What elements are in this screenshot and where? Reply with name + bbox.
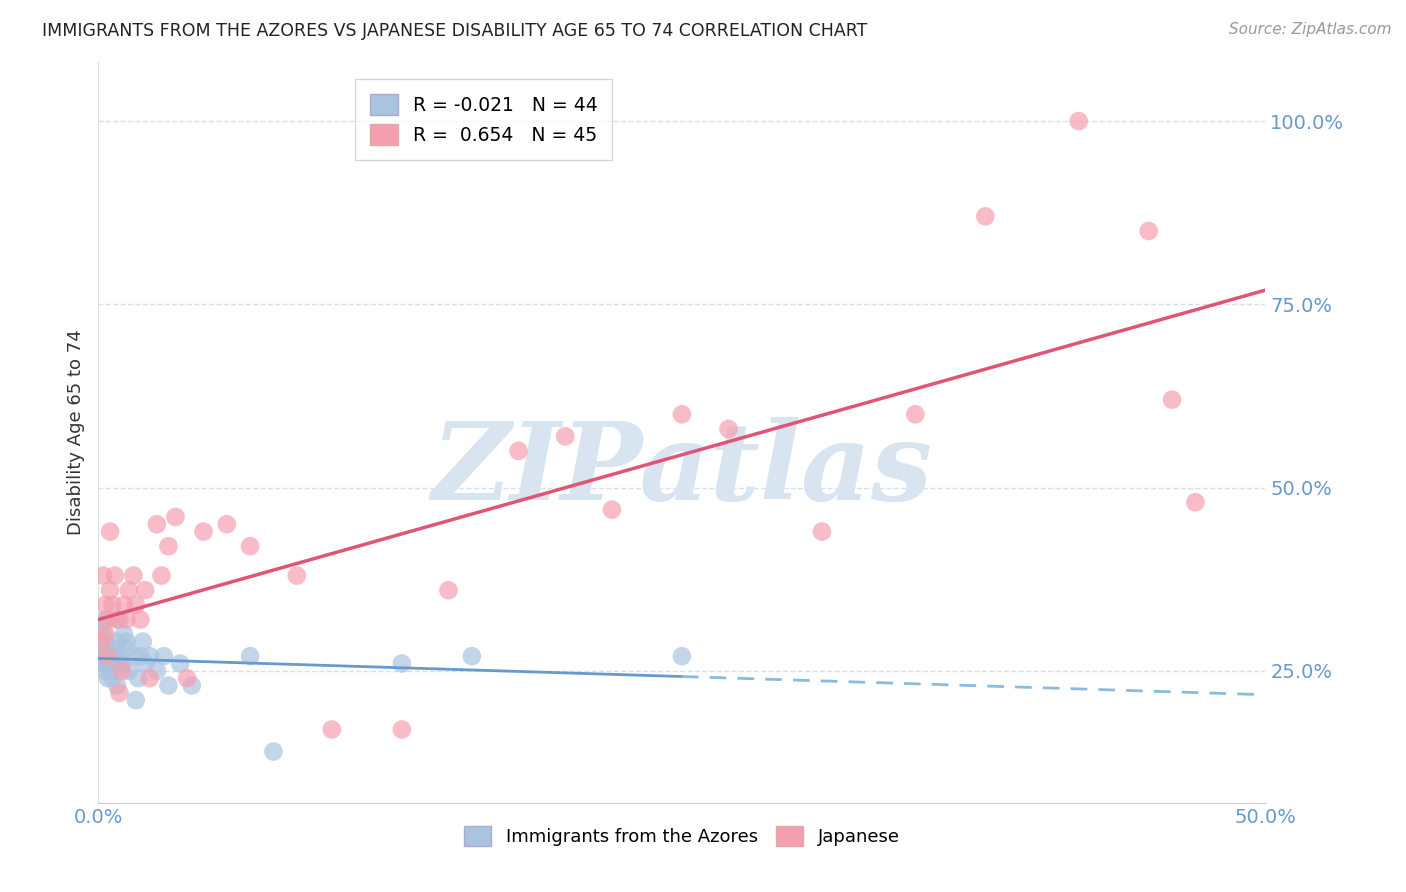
Point [108, 686, 131, 700]
Point [134, 657, 156, 671]
Point [717, 422, 740, 436]
Text: ZIPatlas: ZIPatlas [432, 417, 932, 523]
Point [391, 723, 413, 737]
Point [152, 649, 174, 664]
Point [112, 598, 135, 612]
Point [146, 517, 169, 532]
Point [91, 657, 114, 671]
Point [94, 634, 117, 648]
Point [108, 613, 131, 627]
Point [391, 657, 413, 671]
Point [285, 568, 308, 582]
Point [262, 744, 284, 758]
Y-axis label: Disability Age 65 to 74: Disability Age 65 to 74 [66, 330, 84, 535]
Point [97, 613, 120, 627]
Point [94, 649, 117, 664]
Point [90, 634, 112, 648]
Point [180, 679, 202, 693]
Point [98, 583, 121, 598]
Point [127, 671, 149, 685]
Point [239, 539, 262, 553]
Point [1067, 114, 1090, 128]
Point [139, 649, 162, 664]
Point [125, 598, 148, 612]
Point [98, 664, 121, 678]
Point [111, 664, 134, 678]
Text: IMMIGRANTS FROM THE AZORES VS JAPANESE DISABILITY AGE 65 TO 74 CORRELATION CHART: IMMIGRANTS FROM THE AZORES VS JAPANESE D… [42, 22, 868, 40]
Point [165, 510, 187, 524]
Point [157, 679, 180, 693]
Point [118, 583, 141, 598]
Point [122, 568, 145, 582]
Point [239, 649, 262, 664]
Point [904, 407, 927, 421]
Point [600, 502, 623, 516]
Point [437, 583, 460, 598]
Point [146, 664, 169, 678]
Point [1137, 224, 1160, 238]
Point [94, 664, 117, 678]
Point [169, 657, 191, 671]
Point [115, 641, 138, 656]
Point [94, 613, 117, 627]
Legend: Immigrants from the Azores, Japanese: Immigrants from the Azores, Japanese [457, 819, 907, 853]
Point [91, 641, 114, 656]
Point [115, 613, 138, 627]
Point [974, 210, 997, 224]
Point [811, 524, 834, 539]
Point [94, 598, 117, 612]
Point [91, 627, 114, 641]
Text: Source: ZipAtlas.com: Source: ZipAtlas.com [1229, 22, 1392, 37]
Point [108, 649, 131, 664]
Point [150, 568, 173, 582]
Point [1161, 392, 1184, 407]
Point [554, 429, 576, 443]
Point [125, 693, 148, 707]
Point [134, 583, 156, 598]
Point [139, 671, 162, 685]
Point [111, 657, 134, 671]
Point [157, 539, 180, 553]
Point [176, 671, 198, 685]
Point [104, 657, 127, 671]
Point [461, 649, 484, 664]
Point [132, 634, 155, 648]
Point [105, 613, 128, 627]
Point [101, 649, 124, 664]
Point [97, 649, 120, 664]
Point [90, 649, 112, 664]
Point [104, 641, 127, 656]
Point [215, 517, 238, 532]
Point [508, 444, 530, 458]
Point [97, 657, 120, 671]
Point [105, 679, 128, 693]
Point [112, 627, 135, 641]
Point [101, 671, 124, 685]
Point [94, 627, 117, 641]
Point [101, 598, 124, 612]
Point [1184, 495, 1206, 509]
Point [118, 664, 141, 678]
Point [97, 671, 120, 685]
Point [98, 657, 121, 671]
Point [671, 649, 693, 664]
Point [105, 634, 128, 648]
Point [671, 407, 693, 421]
Point [129, 613, 152, 627]
Point [98, 641, 121, 656]
Point [90, 620, 112, 634]
Point [129, 649, 152, 664]
Point [321, 723, 343, 737]
Point [115, 634, 138, 648]
Point [104, 568, 127, 582]
Point [122, 649, 145, 664]
Point [193, 524, 215, 539]
Point [98, 524, 121, 539]
Point [91, 568, 114, 582]
